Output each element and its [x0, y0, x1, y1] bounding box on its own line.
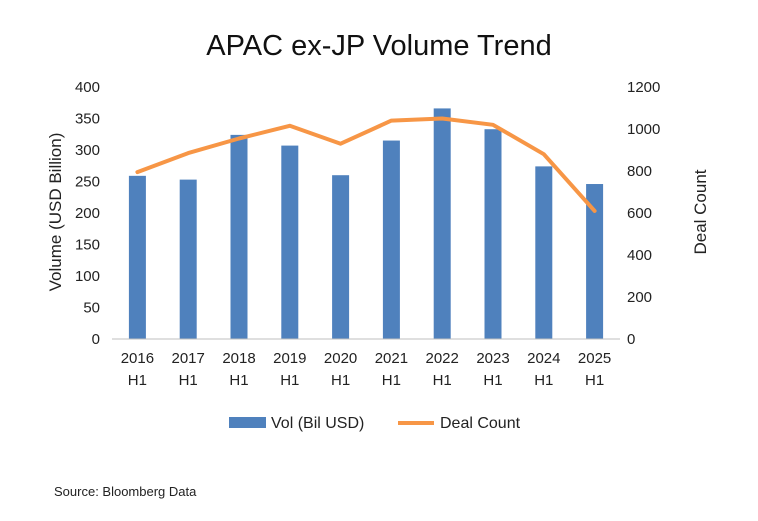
x-tick-label-half: H1 [280, 372, 299, 389]
bar-2016 [128, 175, 146, 339]
right-tick-label: 200 [627, 289, 652, 306]
chart-title: APAC ex-JP Volume Trend [206, 30, 551, 62]
left-tick-label: 0 [92, 331, 100, 348]
x-tick-label-half: H1 [382, 372, 401, 389]
bar-2022 [433, 108, 451, 339]
right-tick-label: 600 [627, 205, 652, 222]
bar-2023 [484, 129, 502, 339]
x-axis-ticks: 2016 H1 2017 H1 2018 H1 2019 H1 2020 H1 2021 H1 2022… [121, 350, 612, 389]
left-tick-label: 150 [75, 237, 100, 254]
left-tick-label: 400 [75, 79, 100, 96]
x-tick-label-half: H1 [179, 372, 198, 389]
left-tick-label: 100 [75, 268, 100, 285]
x-tick-label-half: H1 [534, 372, 553, 389]
bar-2025 [586, 184, 604, 339]
x-tick-label-year: 2019 [273, 350, 306, 367]
bar-2018 [230, 134, 248, 339]
bar-2017 [179, 179, 197, 339]
x-tick-label-half: H1 [128, 372, 147, 389]
deal-count-line [135, 116, 597, 213]
bar-2024 [535, 166, 553, 339]
x-tick-label-year: 2018 [222, 350, 255, 367]
left-tick-label: 200 [75, 205, 100, 222]
x-tick-label-year: 2023 [476, 350, 509, 367]
bar-2020 [332, 175, 350, 339]
x-tick-label-year: 2022 [426, 350, 459, 367]
left-tick-label: 250 [75, 174, 100, 191]
x-tick-label-year: 2016 [121, 350, 154, 367]
right-axis-title: Deal Count [691, 169, 710, 254]
legend-label-volume: Vol (Bil USD) [271, 415, 364, 432]
legend-label-deal-count: Deal Count [440, 415, 521, 432]
x-tick-label-year: 2020 [324, 350, 357, 367]
left-axis-ticks: 0 50 100 150 200 250 300 350 400 [75, 79, 100, 348]
x-tick-label-half: H1 [483, 372, 502, 389]
x-tick-label-year: 2025 [578, 350, 611, 367]
x-tick-label-year: 2024 [527, 350, 560, 367]
x-tick-label-year: 2017 [172, 350, 205, 367]
x-tick-label-half: H1 [229, 372, 248, 389]
right-axis-ticks: 0 200 400 600 800 1000 1200 [627, 79, 660, 348]
bar-series [128, 108, 604, 339]
x-tick-label-half: H1 [331, 372, 350, 389]
bar-2021 [382, 140, 400, 339]
x-tick-label-half: H1 [585, 372, 604, 389]
legend-bar-swatch [229, 417, 266, 428]
bar-2019 [281, 145, 299, 339]
line-series [135, 116, 597, 213]
right-tick-label: 0 [627, 331, 635, 348]
right-tick-label: 1000 [627, 121, 660, 138]
left-tick-label: 350 [75, 111, 100, 128]
left-axis-title: Volume (USD Billion) [46, 133, 65, 292]
left-tick-label: 300 [75, 142, 100, 159]
x-tick-label-half: H1 [433, 372, 452, 389]
right-tick-label: 1200 [627, 79, 660, 96]
right-tick-label: 800 [627, 163, 652, 180]
left-tick-label: 50 [83, 300, 100, 317]
source-note: Source: Bloomberg Data [54, 484, 197, 499]
legend: Vol (Bil USD) Deal Count [229, 415, 521, 432]
x-tick-label-year: 2021 [375, 350, 408, 367]
right-tick-label: 400 [627, 247, 652, 264]
